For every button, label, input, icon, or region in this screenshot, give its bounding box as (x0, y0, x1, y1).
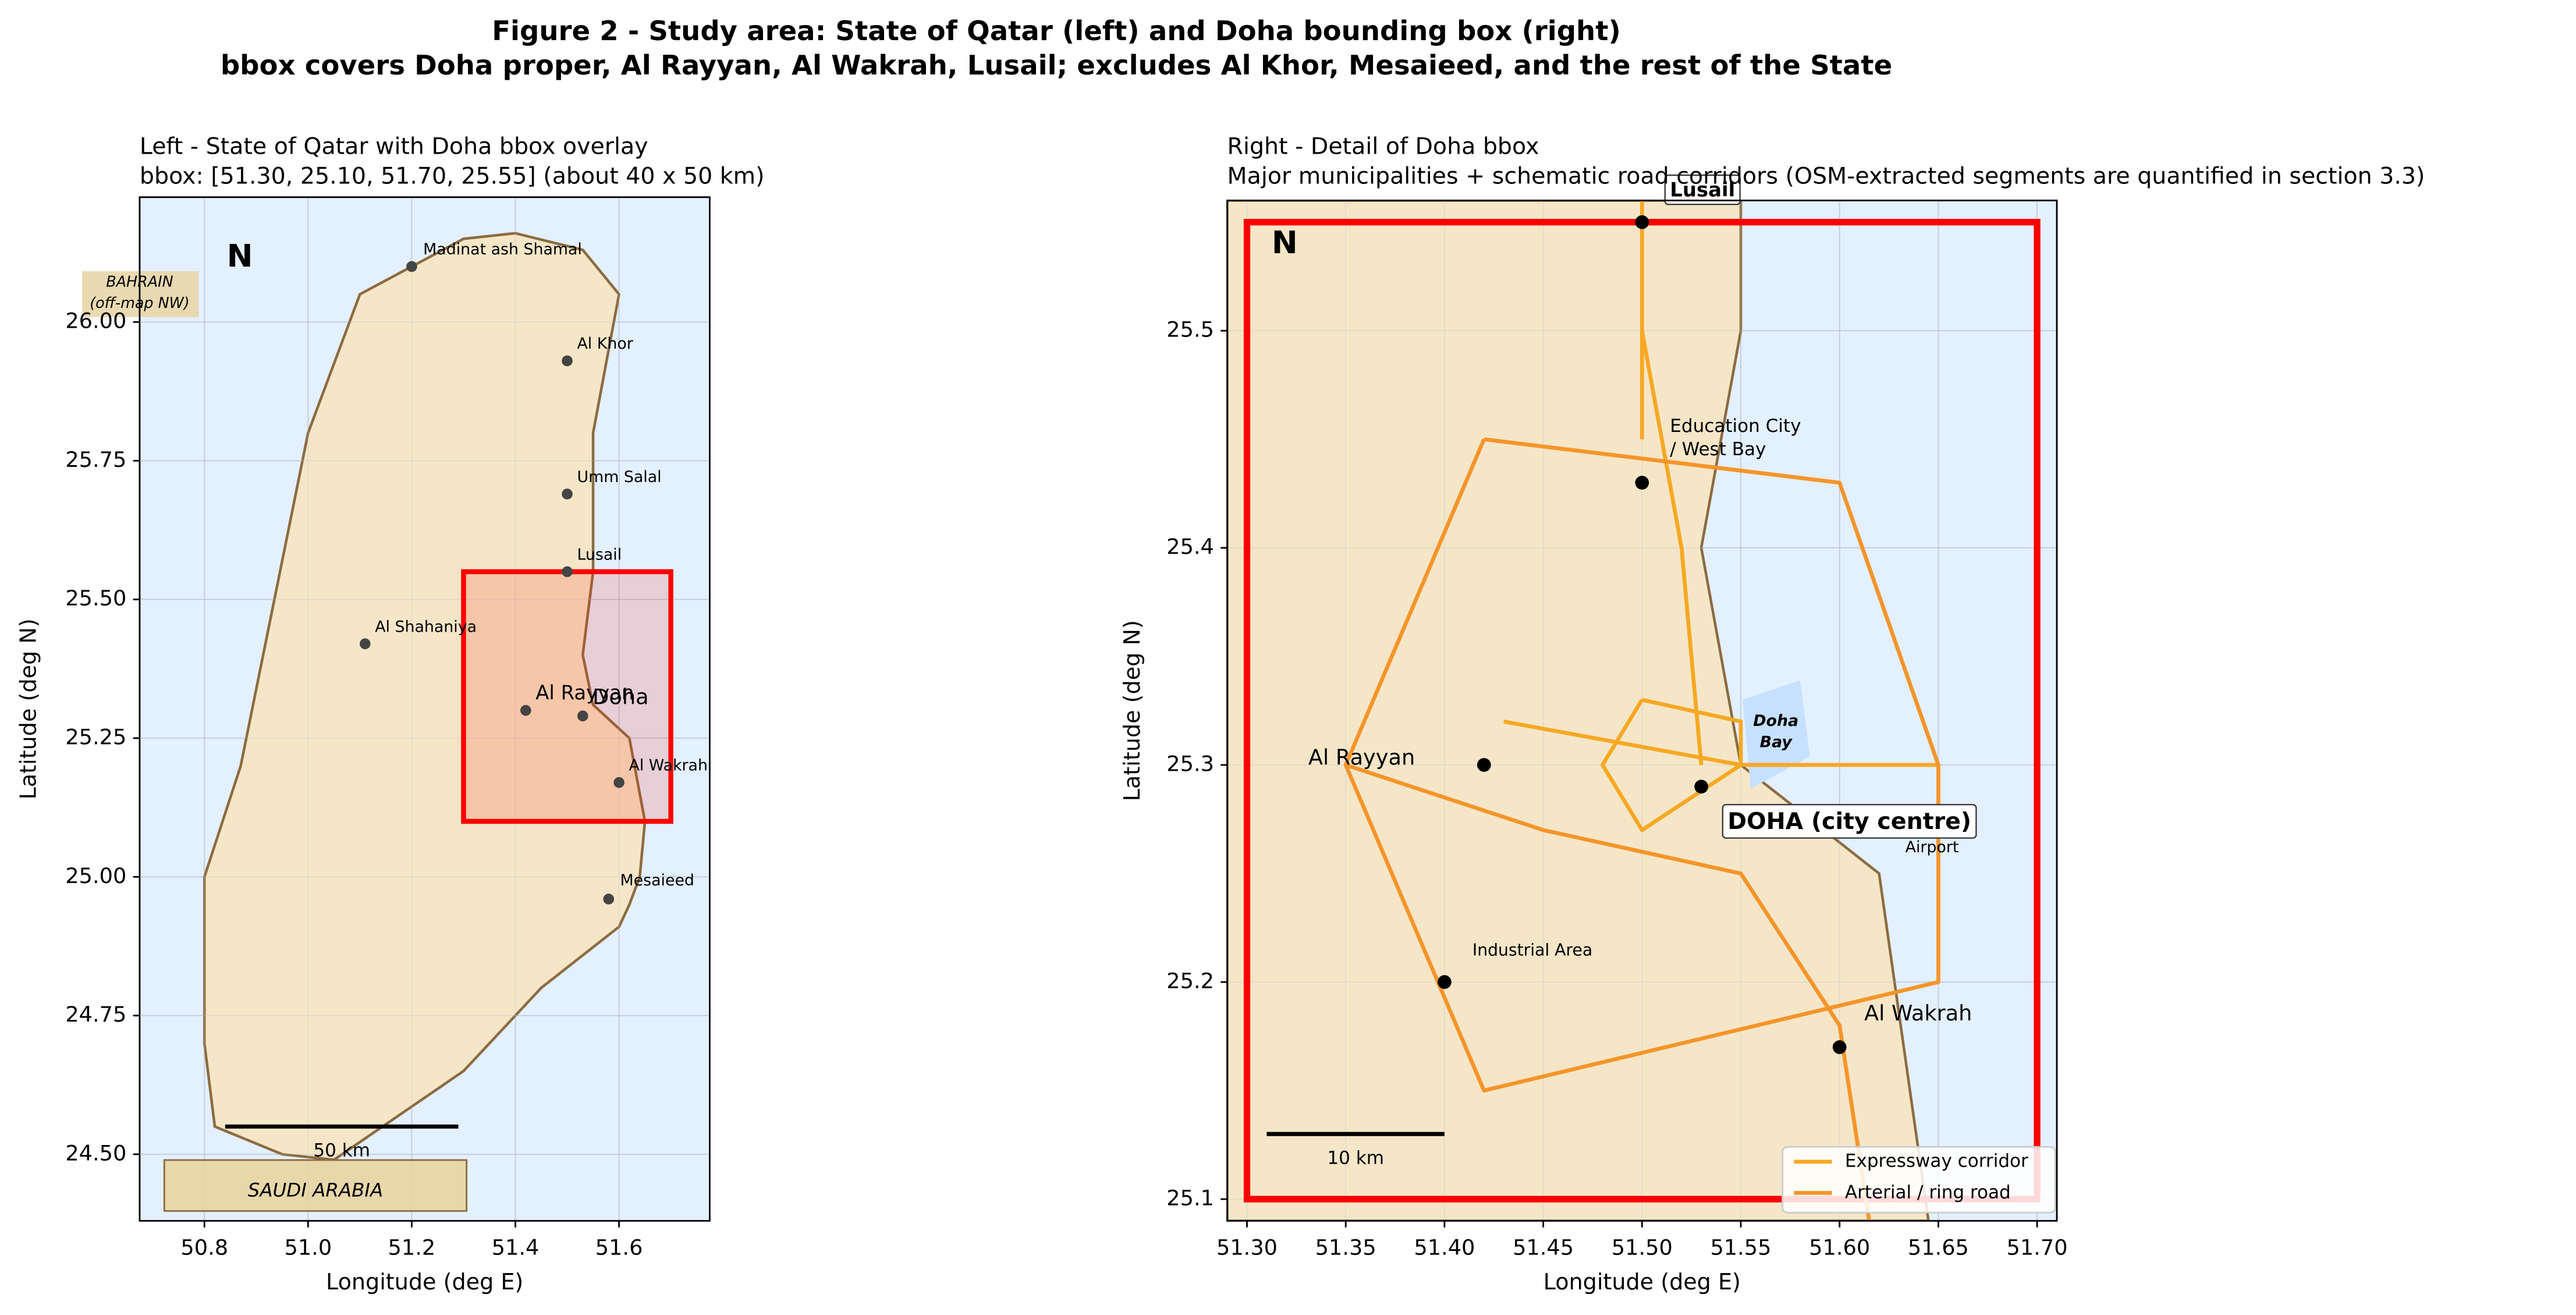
place-label: Industrial Area (1472, 940, 1592, 959)
place-label: Lusail (577, 545, 622, 563)
x-axis-label: Longitude (deg E) (326, 1269, 523, 1295)
place-label: Al Shahaniya (375, 618, 477, 636)
place-dot (577, 710, 588, 722)
place-label: Al Wakrah (1864, 1001, 1972, 1026)
place-label: Al Rayyan (535, 682, 634, 704)
place-dot (562, 488, 573, 499)
note-box (163, 1159, 468, 1212)
x-tick-label: 51.50 (1612, 1235, 1673, 1260)
place-dot (1477, 758, 1491, 772)
panel-title: Left - State of Qatar with Doha bbox ove… (140, 133, 648, 160)
place-dot (520, 705, 531, 716)
y-tick-label: 24.50 (65, 1140, 126, 1165)
y-tick-label: 25.3 (1166, 752, 1214, 777)
map-panel (1227, 200, 2057, 1221)
x-tick-label: 51.65 (1908, 1235, 1969, 1260)
road (1345, 763, 1871, 1221)
note-text: SAUDI ARABIA (248, 1179, 383, 1201)
label-box (1722, 804, 1977, 839)
y-tick-label: 24.75 (65, 1002, 126, 1027)
x-tick-label: 51.30 (1216, 1235, 1278, 1260)
north-label: N (1272, 224, 1298, 261)
place-label: Al Wakrah (629, 757, 708, 775)
place-dot (1635, 476, 1649, 490)
place-label: Lusail (1670, 179, 1735, 201)
x-tick-label: 51.6 (595, 1235, 643, 1260)
x-tick-label: 51.40 (1414, 1235, 1475, 1260)
place-label: DOHA (city centre) (1727, 808, 1971, 835)
place-dot (562, 355, 573, 367)
figure-subtitle: bbox covers Doha proper, Al Rayyan, Al W… (221, 49, 1892, 81)
x-tick-label: 51.2 (388, 1235, 436, 1260)
y-tick-label: 25.50 (65, 586, 126, 611)
x-tick-label: 51.0 (284, 1235, 332, 1260)
y-tick-label: 25.00 (65, 863, 126, 888)
north-label: N (227, 238, 253, 274)
y-tick-label: 26.00 (65, 309, 126, 334)
place-dot (613, 777, 625, 788)
panel-subtitle: Major municipalities + schematic road co… (1227, 162, 2425, 189)
place-label: Doha (592, 684, 648, 709)
place-label: Madinat ash Shamal (423, 240, 582, 258)
legend-box (1782, 1146, 2056, 1214)
place-label: Mesaieed (620, 871, 694, 889)
panel-subtitle: bbox: [51.30, 25.10, 51.70, 25.55] (abou… (140, 162, 765, 189)
place-label: / West Bay (1670, 439, 1766, 460)
x-tick-label: 50.8 (180, 1235, 228, 1260)
x-axis-label: Longitude (deg E) (1544, 1269, 1741, 1295)
y-tick-label: 25.1 (1166, 1185, 1214, 1210)
place-label: Umm Salal (577, 468, 661, 486)
land (203, 232, 647, 1161)
y-axis-label: Latitude (deg N) (15, 618, 41, 799)
place-label: Al Khor (577, 335, 633, 353)
x-tick-label: 51.60 (1809, 1235, 1870, 1260)
place-label: Education City (1670, 416, 1801, 437)
legend-label: Arterial / ring road (1845, 1182, 2011, 1203)
road (1640, 330, 1704, 765)
y-tick-label: 25.4 (1166, 534, 1214, 559)
y-axis-label: Latitude (deg N) (1119, 620, 1145, 801)
y-tick-label: 25.5 (1166, 317, 1214, 342)
y-tick-label: 25.2 (1166, 969, 1214, 994)
y-tick-label: 25.75 (65, 447, 126, 472)
x-tick-label: 51.35 (1315, 1235, 1376, 1260)
bay-label: Bay (1760, 733, 1793, 752)
place-dot (1438, 975, 1452, 989)
bay-label: Doha (1753, 712, 1798, 730)
place-dot (603, 894, 615, 905)
legend: Expressway corridor Arterial / ring road (1782, 1146, 2056, 1214)
scale-label: 50 km (313, 1140, 370, 1161)
y-tick-label: 25.25 (65, 725, 126, 750)
map-panel (139, 197, 710, 1221)
road (1601, 697, 1743, 832)
x-tick-label: 51.55 (1710, 1235, 1771, 1260)
x-tick-label: 51.4 (492, 1235, 540, 1260)
place-dot (1694, 779, 1708, 794)
label-box (1664, 174, 1741, 205)
figure-title: Figure 2 - Study area: State of Qatar (l… (492, 15, 1621, 47)
x-tick-label: 51.70 (2007, 1235, 2068, 1260)
legend-label: Expressway corridor (1845, 1151, 2028, 1172)
place-dot (562, 566, 573, 577)
place-label: Al Rayyan (1308, 745, 1415, 770)
place-dot (1635, 215, 1649, 229)
panel-title: Right - Detail of Doha bbox (1227, 133, 1539, 160)
place-dot (1832, 1040, 1847, 1054)
place-dot (359, 638, 371, 650)
axes-frame (139, 196, 711, 1222)
place-dot (406, 261, 417, 272)
note-text: Airport (1906, 838, 1959, 856)
scale-label: 10 km (1327, 1147, 1384, 1168)
x-tick-label: 51.45 (1513, 1235, 1574, 1260)
bay (1743, 680, 1810, 789)
